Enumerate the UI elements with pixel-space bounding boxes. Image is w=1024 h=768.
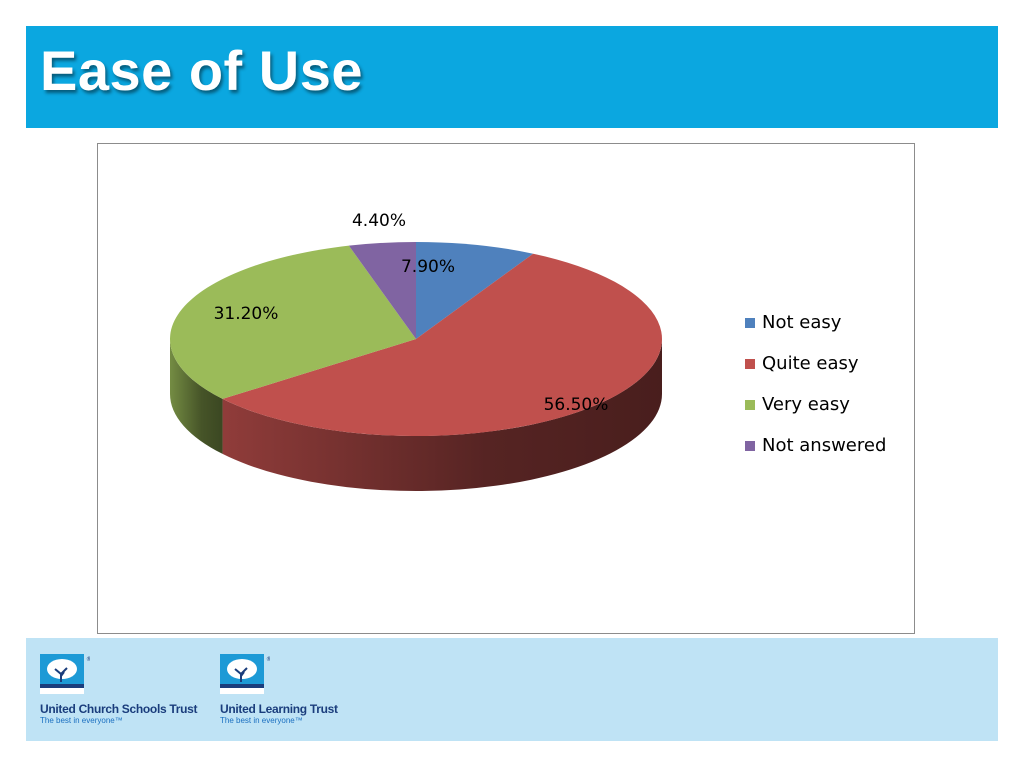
legend-label: Very easy <box>762 394 850 415</box>
legend-swatch <box>745 318 755 328</box>
pie-slice-quite-easy <box>222 253 662 436</box>
legend-label: Quite easy <box>762 353 859 374</box>
footer: ® United Church Schools Trust The best i… <box>26 638 998 741</box>
slice-label: 7.90% <box>401 257 455 277</box>
pie-slice-not-answered <box>348 242 416 339</box>
title-bar: Ease of Use <box>26 26 998 128</box>
pie-side-1 <box>222 339 662 491</box>
ult-logo: ® United Learning Trust The best in ever… <box>220 654 338 725</box>
slice-label: 56.50% <box>544 395 609 415</box>
tree-logo-icon: ® <box>40 654 92 694</box>
legend-swatch <box>745 441 755 451</box>
legend-swatch <box>745 359 755 369</box>
pie-side-2 <box>170 339 223 454</box>
svg-text:®: ® <box>86 656 90 663</box>
pie-top <box>169 242 662 436</box>
chart-frame: 7.90% 56.50% 31.20% 4.40% Not easy Quite easy… <box>97 143 915 634</box>
slice-label: 4.40% <box>352 211 406 231</box>
logo-tagline: The best in everyone™ <box>40 716 123 725</box>
logo-name: United Church Schools Trust <box>40 702 198 716</box>
tree-logo-icon: ® <box>220 654 272 694</box>
legend-label: Not answered <box>762 435 886 456</box>
logo-name: United Learning Trust <box>220 702 338 716</box>
pie-chart: 7.90% 56.50% 31.20% 4.40% Not easy Quite easy… <box>169 211 886 491</box>
logo-tagline: The best in everyone™ <box>220 716 303 725</box>
legend: Not easy Quite easy Very easy Not answered <box>745 312 886 456</box>
slice-label: 31.20% <box>214 304 279 324</box>
pie-slice-not-easy <box>416 242 534 339</box>
pie-side-walls <box>170 339 662 491</box>
pie-slice-very-easy <box>169 245 416 399</box>
legend-label: Not easy <box>762 312 842 333</box>
svg-text:®: ® <box>266 656 270 663</box>
slide-title: Ease of Use <box>40 39 363 102</box>
ucst-logo: ® United Church Schools Trust The best i… <box>40 654 198 725</box>
legend-swatch <box>745 400 755 410</box>
